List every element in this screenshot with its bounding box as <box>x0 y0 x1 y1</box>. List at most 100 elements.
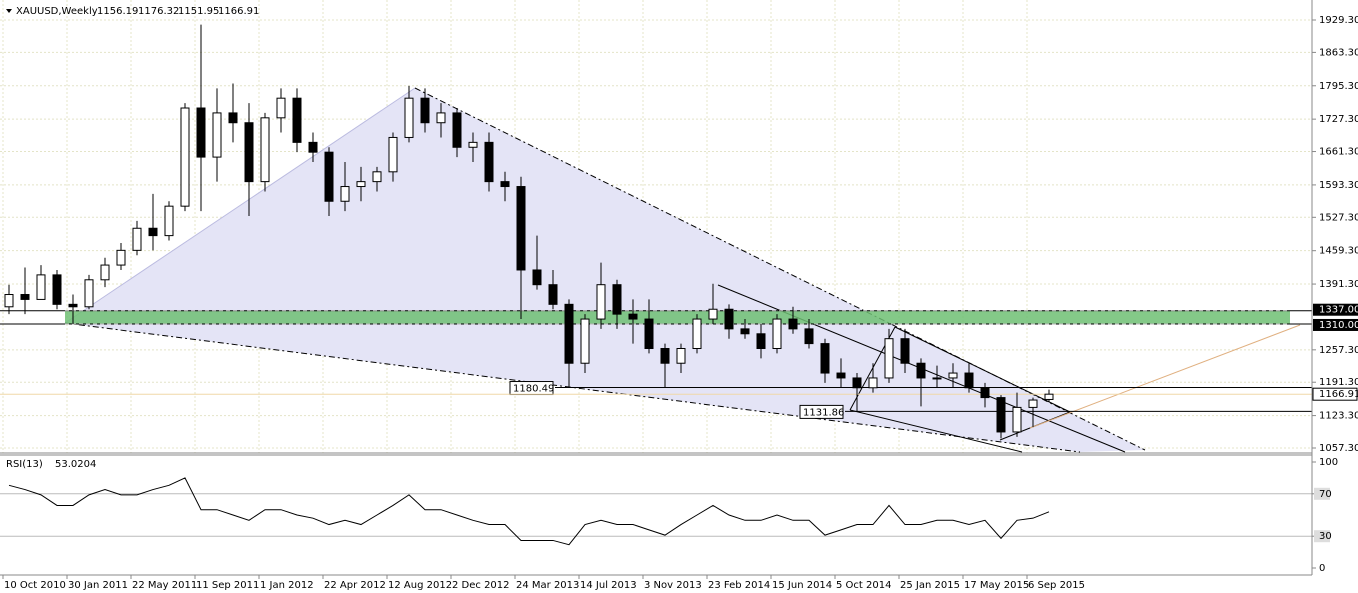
rsi-tick-label: 70 <box>1319 489 1332 500</box>
candle-body <box>1012 406 1022 433</box>
candle-body <box>292 97 302 143</box>
x-tick-label: 12 Aug 2012 <box>388 580 452 591</box>
candle-body <box>612 284 622 315</box>
candle-body <box>100 264 110 281</box>
candle-body <box>164 205 174 237</box>
candle-body <box>740 328 750 335</box>
candle-body <box>948 372 958 379</box>
x-tick-label: 6 Sep 2015 <box>1028 580 1085 591</box>
candle-body <box>724 308 734 330</box>
candle-body <box>596 284 606 320</box>
candle-body <box>564 303 574 364</box>
candle-body <box>20 294 30 300</box>
candle-body <box>1044 393 1054 400</box>
candle-body <box>468 141 478 148</box>
candle-body <box>788 318 798 330</box>
candle-body <box>324 151 334 202</box>
ohlc-high: 1176.32 <box>138 6 179 17</box>
candle-body <box>196 107 206 158</box>
candle-body <box>660 348 670 364</box>
candle-body <box>884 338 894 379</box>
rsi-line <box>8 477 1050 546</box>
x-tick-label: 10 Oct 2010 <box>4 580 66 591</box>
annotation-label: 1131.86 <box>803 407 844 418</box>
y-tick-label: 1459.30 <box>1319 246 1358 257</box>
candle-body <box>756 333 766 350</box>
ohlc-close: 1166.91 <box>218 6 259 17</box>
candle-body <box>932 377 942 380</box>
level-label: 1310.00 <box>1319 320 1358 331</box>
candle-body <box>52 274 62 305</box>
candle-body <box>68 303 78 308</box>
x-tick-label: 17 May 2015 <box>964 580 1029 591</box>
indicator-value: 53.0204 <box>55 459 96 470</box>
triangle-edge <box>64 322 1081 453</box>
marks: 1180.49 1131.86 <box>0 24 1312 546</box>
candle-body <box>836 372 846 379</box>
x-tick-label: 3 Nov 2013 <box>644 580 702 591</box>
candle-body <box>1028 399 1038 408</box>
candle-body <box>532 269 542 286</box>
symbol: XAUUSD,Weekly <box>16 6 98 17</box>
y-tick-label: 1795.30 <box>1319 81 1358 92</box>
candle-body <box>260 117 270 183</box>
candle-body <box>980 387 990 399</box>
x-tick-label: 22 May 2011 <box>132 580 197 591</box>
level-label-box <box>1313 303 1358 316</box>
candle-body <box>452 112 462 148</box>
candle-body <box>276 97 286 119</box>
candle-body <box>772 318 782 350</box>
x-tick-label: 30 Jan 2011 <box>68 580 128 591</box>
candle-body <box>820 343 830 374</box>
candle-body <box>996 397 1006 433</box>
level-zone <box>65 310 1290 324</box>
candle-body <box>708 308 718 320</box>
y-tick-label: 1123.30 <box>1319 411 1358 422</box>
candle-body <box>308 141 318 153</box>
y-tick-label: 1057.30 <box>1319 443 1358 454</box>
annotation-box <box>799 404 844 419</box>
y-tick-label: 1929.30 <box>1319 15 1358 26</box>
triangle-shading <box>65 88 1145 452</box>
candle-body <box>548 284 558 305</box>
candle-body <box>804 328 814 345</box>
y-tick-label: 1391.30 <box>1319 279 1358 290</box>
annotation-label: 1180.49 <box>513 384 554 395</box>
x-tick-label: 5 Oct 2014 <box>836 580 891 591</box>
candle-body <box>484 141 494 183</box>
candle-body <box>868 377 878 389</box>
candle-body <box>692 318 702 350</box>
y-tick-label: 1257.30 <box>1319 345 1358 356</box>
candle-body <box>356 181 366 188</box>
x-tick-label: 1 Jan 2012 <box>260 580 314 591</box>
indicator-name: RSI(13) <box>6 459 43 470</box>
rsi-tick-box <box>1314 487 1330 500</box>
x-tick-label: 23 Feb 2014 <box>708 580 770 591</box>
rsi-tick-label: 30 <box>1319 531 1332 542</box>
y-tick-label: 1863.30 <box>1319 47 1358 58</box>
rsi-tick-label: 0 <box>1319 563 1325 574</box>
y-tick-label: 1593.30 <box>1319 180 1358 191</box>
candle-body <box>212 112 222 158</box>
candle-body <box>132 227 142 251</box>
candle-body <box>180 107 190 207</box>
candle-body <box>4 294 14 308</box>
channel-line <box>849 409 1023 453</box>
level-label: 1337.00 <box>1319 305 1358 316</box>
x-tick-label: 25 Jan 2015 <box>900 580 960 591</box>
candle-body <box>420 97 430 124</box>
y-tick-label: 1527.30 <box>1319 212 1358 223</box>
x-tick-label: 2 Dec 2012 <box>452 580 510 591</box>
menu-arrow[interactable] <box>6 9 12 13</box>
candle-body <box>644 318 654 350</box>
rsi-tick-label: 100 <box>1319 457 1338 468</box>
candle-body <box>84 279 94 308</box>
projection-line <box>1029 324 1301 429</box>
candle-body <box>148 227 158 237</box>
candle-body <box>228 112 238 124</box>
candle-body <box>372 171 382 183</box>
candle-body <box>36 274 46 300</box>
current-price-label: 1166.91 <box>1319 389 1358 400</box>
y-tick-label: 1191.30 <box>1319 377 1358 388</box>
